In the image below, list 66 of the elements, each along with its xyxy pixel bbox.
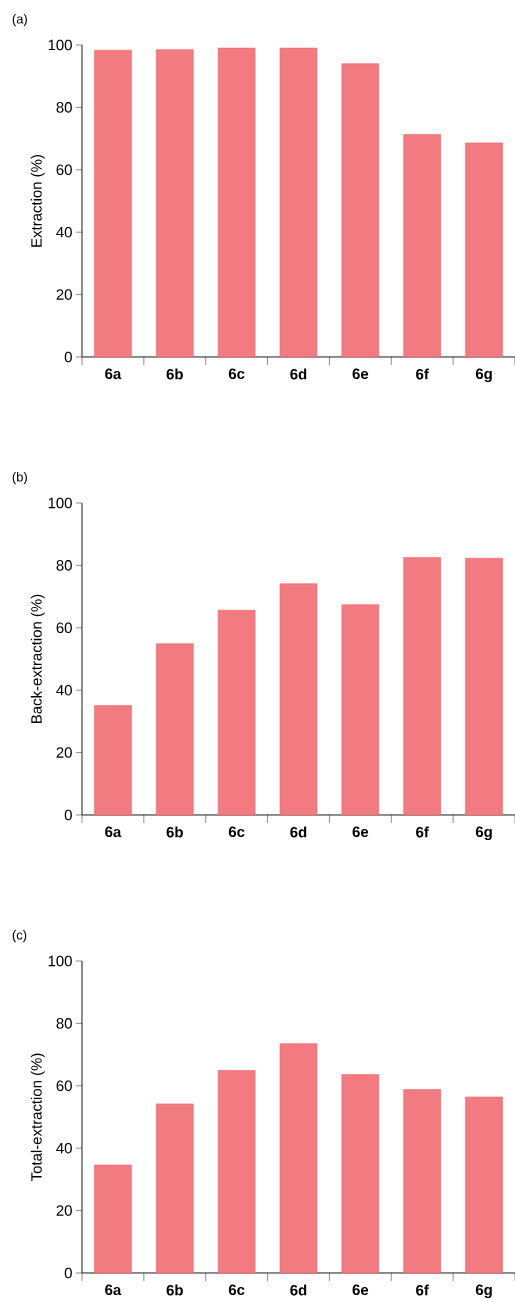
y-tick-label: 80 [56,102,72,113]
chart-title: (c) [12,930,27,943]
x-tick-label: 6b [166,368,183,380]
x-tick-label: 6c [228,1284,245,1296]
chart-title: (b) [12,472,27,485]
y-tick-label: 100 [48,497,72,509]
bar [217,47,256,358]
x-tick-label: 6f [416,1284,429,1296]
y-tick-label: 60 [56,622,72,634]
x-tick-label: 6f [416,826,429,838]
y-tick-label: 80 [56,1018,72,1029]
bar [465,557,503,816]
y-tick-label: 20 [56,1205,72,1216]
x-tick-label: 6b [166,1284,183,1296]
x-tick-label: 6a [105,826,122,838]
x-tick-label: 6c [228,826,245,838]
y-tick-label: 0 [64,809,72,821]
x-tick-label: 6e [352,826,369,838]
x-tick-label: 6b [166,826,183,838]
bar [217,1070,256,1274]
x-tick-label: 6d [290,826,307,838]
y-tick-label: 0 [64,1267,72,1279]
y-axis-title: Extraction (%) [30,155,45,247]
bar [465,142,503,358]
bar [341,1074,380,1274]
x-tick-label: 6g [475,1284,492,1299]
bar [341,63,380,358]
x-tick-label: 6g [475,368,492,383]
bar [279,47,318,358]
y-tick-label: 60 [56,164,72,176]
x-tick-label: 6c [228,368,245,380]
bar [94,49,132,358]
bar [94,1164,132,1274]
y-tick-label: 100 [48,39,72,51]
y-tick-label: 40 [56,684,72,696]
y-tick-label: 80 [56,560,72,571]
bar [155,1103,194,1274]
x-tick-label: 6f [416,368,429,380]
x-tick-label: 6a [105,1284,122,1296]
bar [403,134,442,358]
y-tick-label: 0 [64,351,72,363]
x-tick-label: 6e [352,1284,369,1296]
bar [465,1096,503,1274]
chart-title: (a) [12,14,27,27]
bar [403,557,442,816]
bar [403,1089,442,1274]
bar [217,610,256,816]
x-tick-label: 6d [290,1284,307,1296]
bar [341,604,380,816]
bar [279,583,318,816]
x-tick-label: 6d [290,368,307,380]
y-tick-label: 100 [48,955,72,967]
bar [155,49,194,358]
y-tick-label: 60 [56,1080,72,1092]
y-tick-label: 40 [56,226,72,238]
y-axis-title: Total-extraction (%) [30,1053,45,1182]
x-tick-label: 6g [475,826,492,841]
bar [279,1043,318,1274]
x-tick-label: 6e [352,368,369,380]
y-tick-label: 20 [56,289,72,300]
y-tick-label: 20 [56,747,72,758]
y-tick-label: 40 [56,1142,72,1154]
x-tick-label: 6a [105,368,122,380]
y-axis-title: Back-extraction (%) [30,594,45,723]
bar [94,705,132,816]
bar [155,643,194,816]
